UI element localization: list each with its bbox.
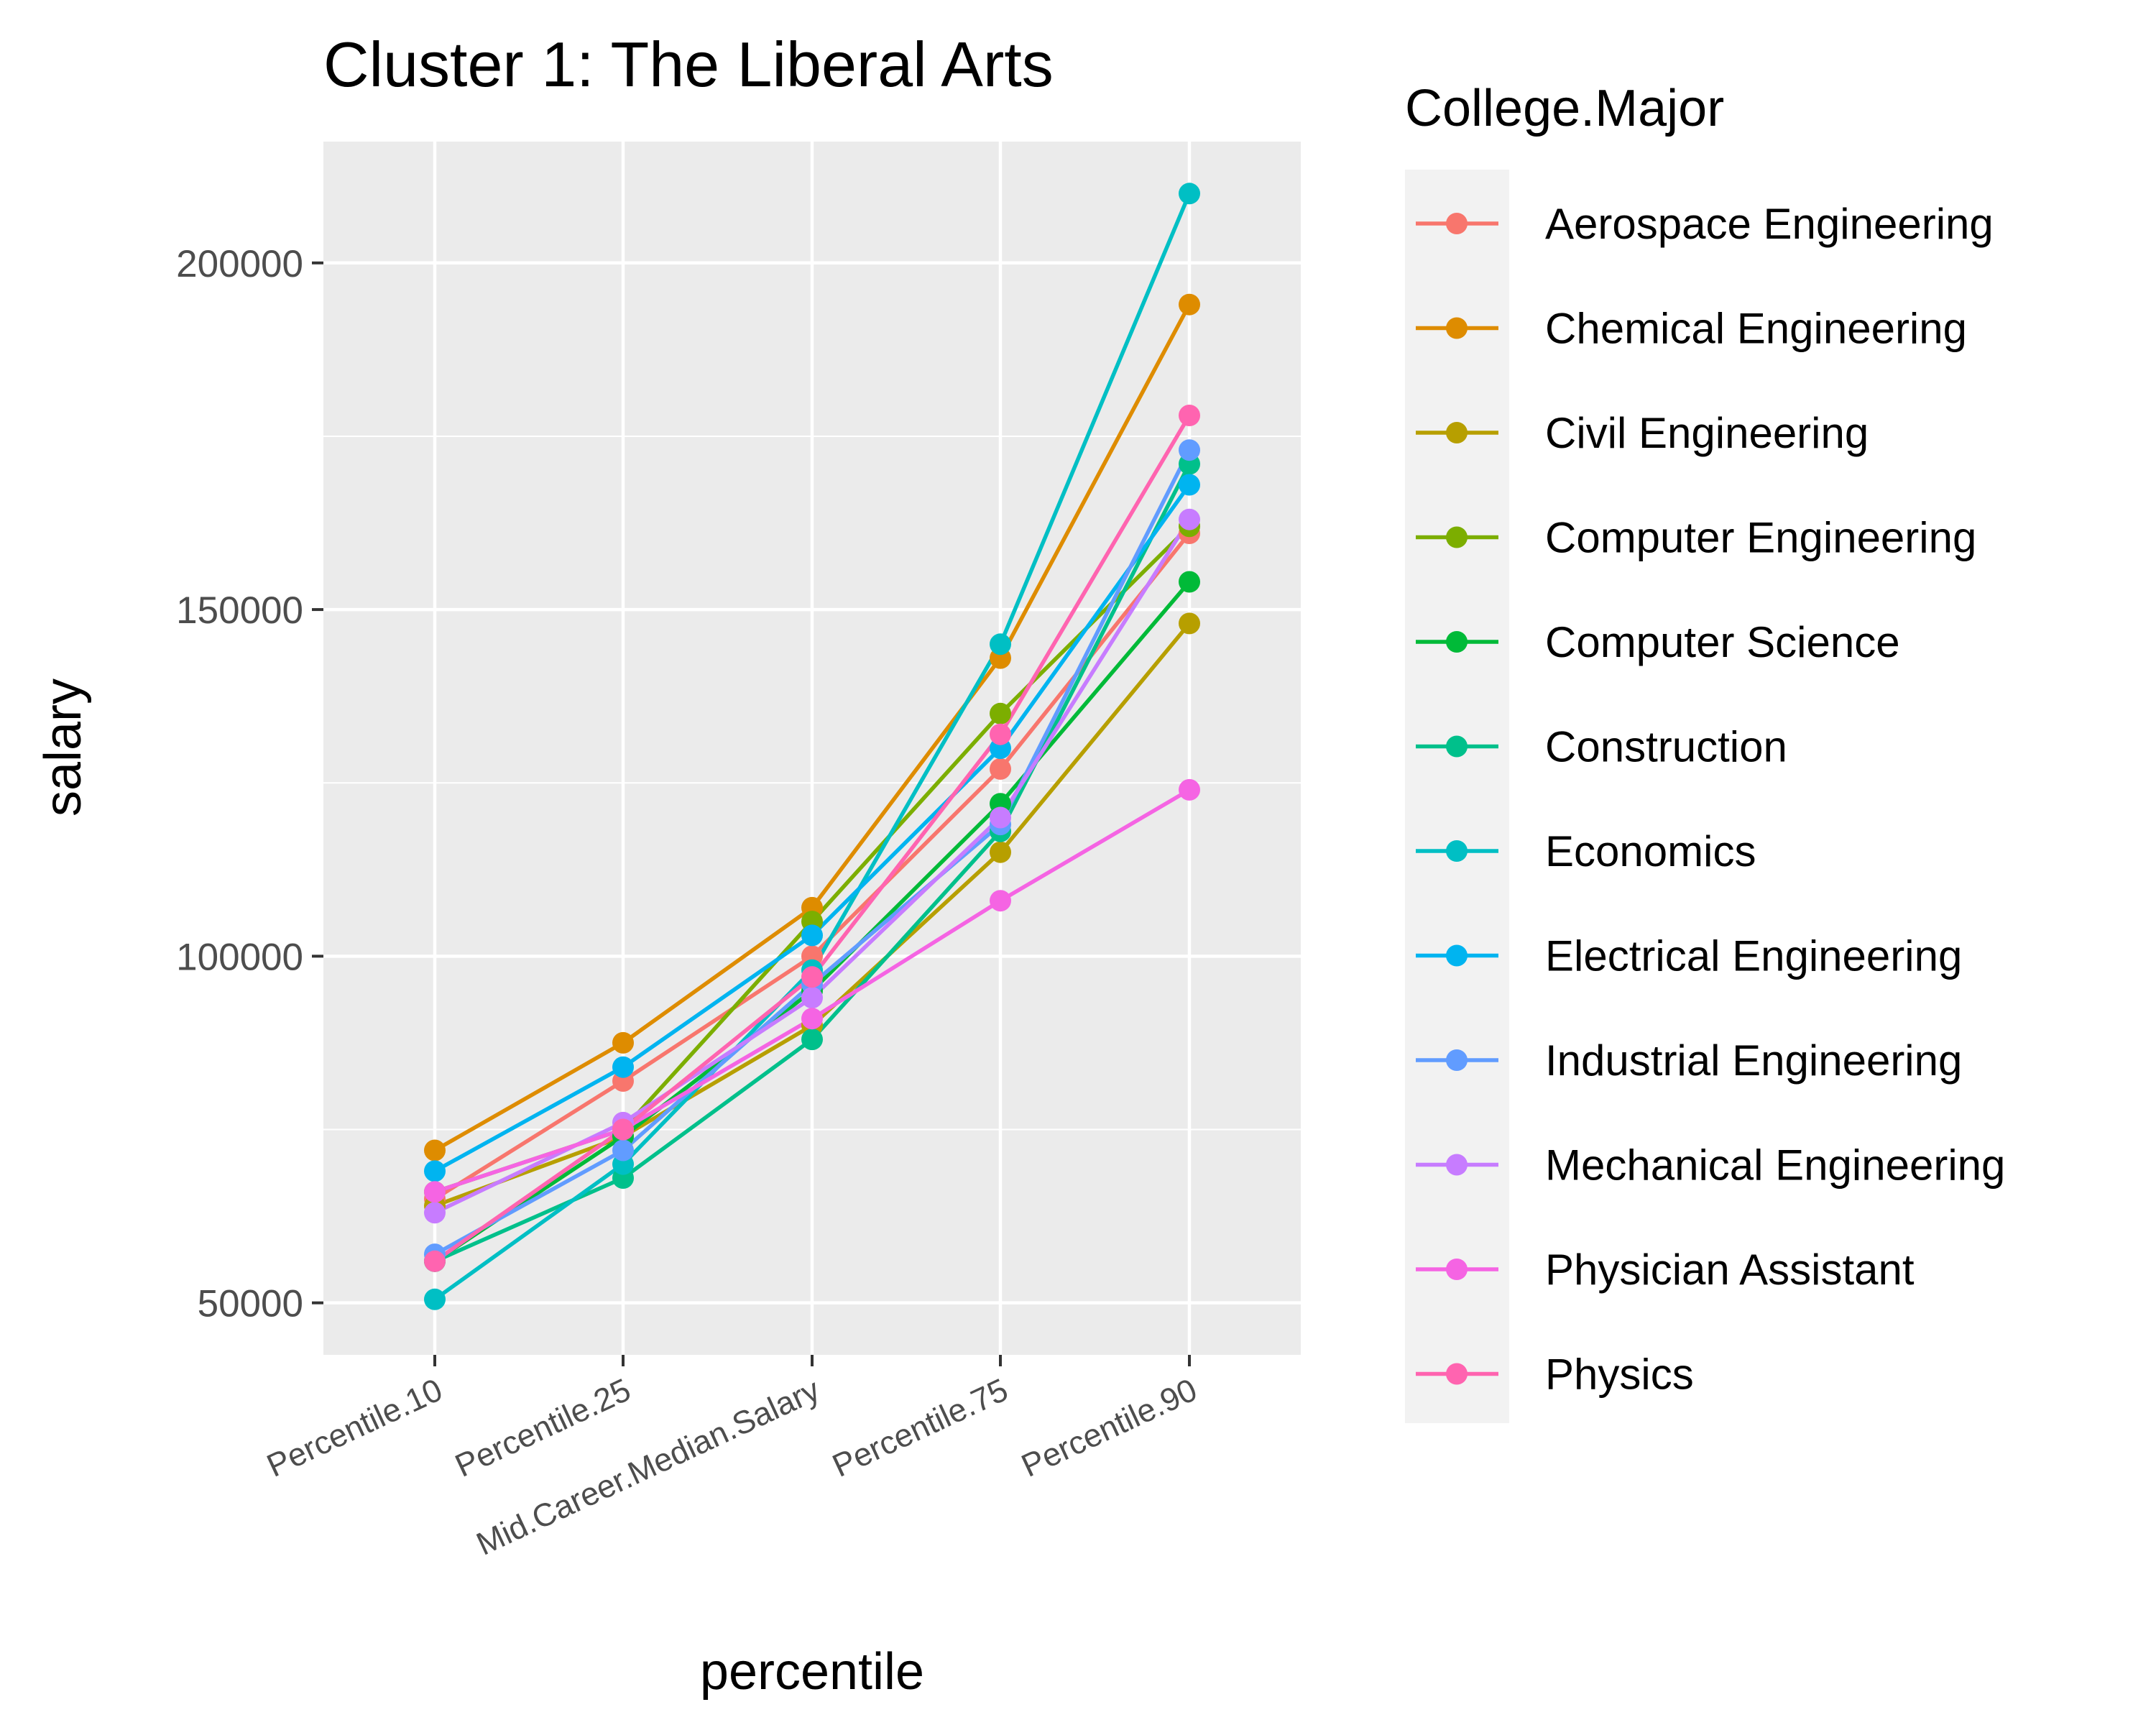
y-tick-label: 100000 bbox=[176, 936, 303, 978]
legend-label: Mechanical Engineering bbox=[1545, 1141, 2005, 1190]
data-point bbox=[801, 987, 823, 1009]
legend-key-point bbox=[1446, 1259, 1468, 1280]
legend-key-point bbox=[1446, 840, 1468, 862]
legend-key-point bbox=[1446, 735, 1468, 758]
y-axis-title: salary bbox=[34, 678, 92, 816]
data-point bbox=[990, 806, 1011, 829]
data-point bbox=[990, 890, 1011, 912]
data-point bbox=[1179, 405, 1200, 426]
data-point bbox=[1179, 293, 1200, 316]
legend-key-point bbox=[1446, 631, 1468, 653]
data-point bbox=[424, 1160, 446, 1182]
data-point bbox=[612, 1118, 634, 1141]
legend: Aerospace Engineering Chemical Engineerin… bbox=[1416, 200, 2005, 1399]
data-point bbox=[424, 1181, 446, 1203]
legend-label: Aerospace Engineering bbox=[1545, 200, 1994, 248]
legend-label: Computer Science bbox=[1545, 618, 1900, 666]
legend-key-point bbox=[1446, 1049, 1468, 1071]
data-point bbox=[612, 1031, 634, 1054]
data-point bbox=[801, 924, 823, 947]
data-point bbox=[612, 1056, 634, 1078]
data-point bbox=[1179, 612, 1200, 635]
legend-label: Chemical Engineering bbox=[1545, 305, 1967, 353]
legend-label: Computer Engineering bbox=[1545, 514, 1976, 562]
legend-key-point bbox=[1446, 213, 1468, 234]
data-point bbox=[990, 633, 1011, 656]
legend-key-point bbox=[1446, 422, 1468, 443]
data-point bbox=[1179, 778, 1200, 801]
legend-key-point bbox=[1446, 1363, 1468, 1385]
data-point bbox=[990, 758, 1011, 780]
legend-label: Physician Assistant bbox=[1545, 1246, 1915, 1294]
legend-label: Construction bbox=[1545, 723, 1787, 771]
legend-label: Electrical Engineering bbox=[1545, 932, 1962, 980]
y-axis: 50000 100000 150000 200000 bbox=[176, 243, 323, 1325]
legend-key-point bbox=[1446, 526, 1468, 548]
data-point bbox=[1179, 508, 1200, 530]
data-point bbox=[990, 723, 1011, 745]
data-point bbox=[990, 841, 1011, 863]
data-point bbox=[424, 1139, 446, 1162]
data-point bbox=[990, 702, 1011, 724]
legend-label: Physics bbox=[1545, 1351, 1694, 1399]
data-point bbox=[801, 1008, 823, 1030]
data-point bbox=[1179, 439, 1200, 461]
y-tick-label: 200000 bbox=[176, 243, 303, 285]
data-point bbox=[612, 1139, 634, 1162]
legend-label: Economics bbox=[1545, 827, 1756, 875]
data-point bbox=[1179, 571, 1200, 593]
data-point bbox=[424, 1202, 446, 1224]
legend-title: College.Major bbox=[1405, 80, 1724, 137]
chart-title: Cluster 1: The Liberal Arts bbox=[323, 29, 1054, 100]
data-point bbox=[801, 1029, 823, 1051]
data-point bbox=[424, 1288, 446, 1310]
legend-key-point bbox=[1446, 1154, 1468, 1176]
legend-key-background bbox=[1405, 170, 1509, 1423]
legend-key-point bbox=[1446, 944, 1468, 967]
legend-label: Civil Engineering bbox=[1545, 409, 1869, 457]
data-point bbox=[1179, 183, 1200, 205]
data-point bbox=[424, 1250, 446, 1272]
x-axis-title: percentile bbox=[700, 1643, 924, 1701]
series-points bbox=[424, 183, 1200, 1310]
data-point bbox=[801, 966, 823, 988]
legend-label: Industrial Engineering bbox=[1545, 1036, 1962, 1085]
y-tick-label: 50000 bbox=[198, 1283, 303, 1325]
data-point bbox=[1179, 474, 1200, 496]
legend-key-point bbox=[1446, 317, 1468, 339]
y-tick-label: 150000 bbox=[176, 589, 303, 632]
